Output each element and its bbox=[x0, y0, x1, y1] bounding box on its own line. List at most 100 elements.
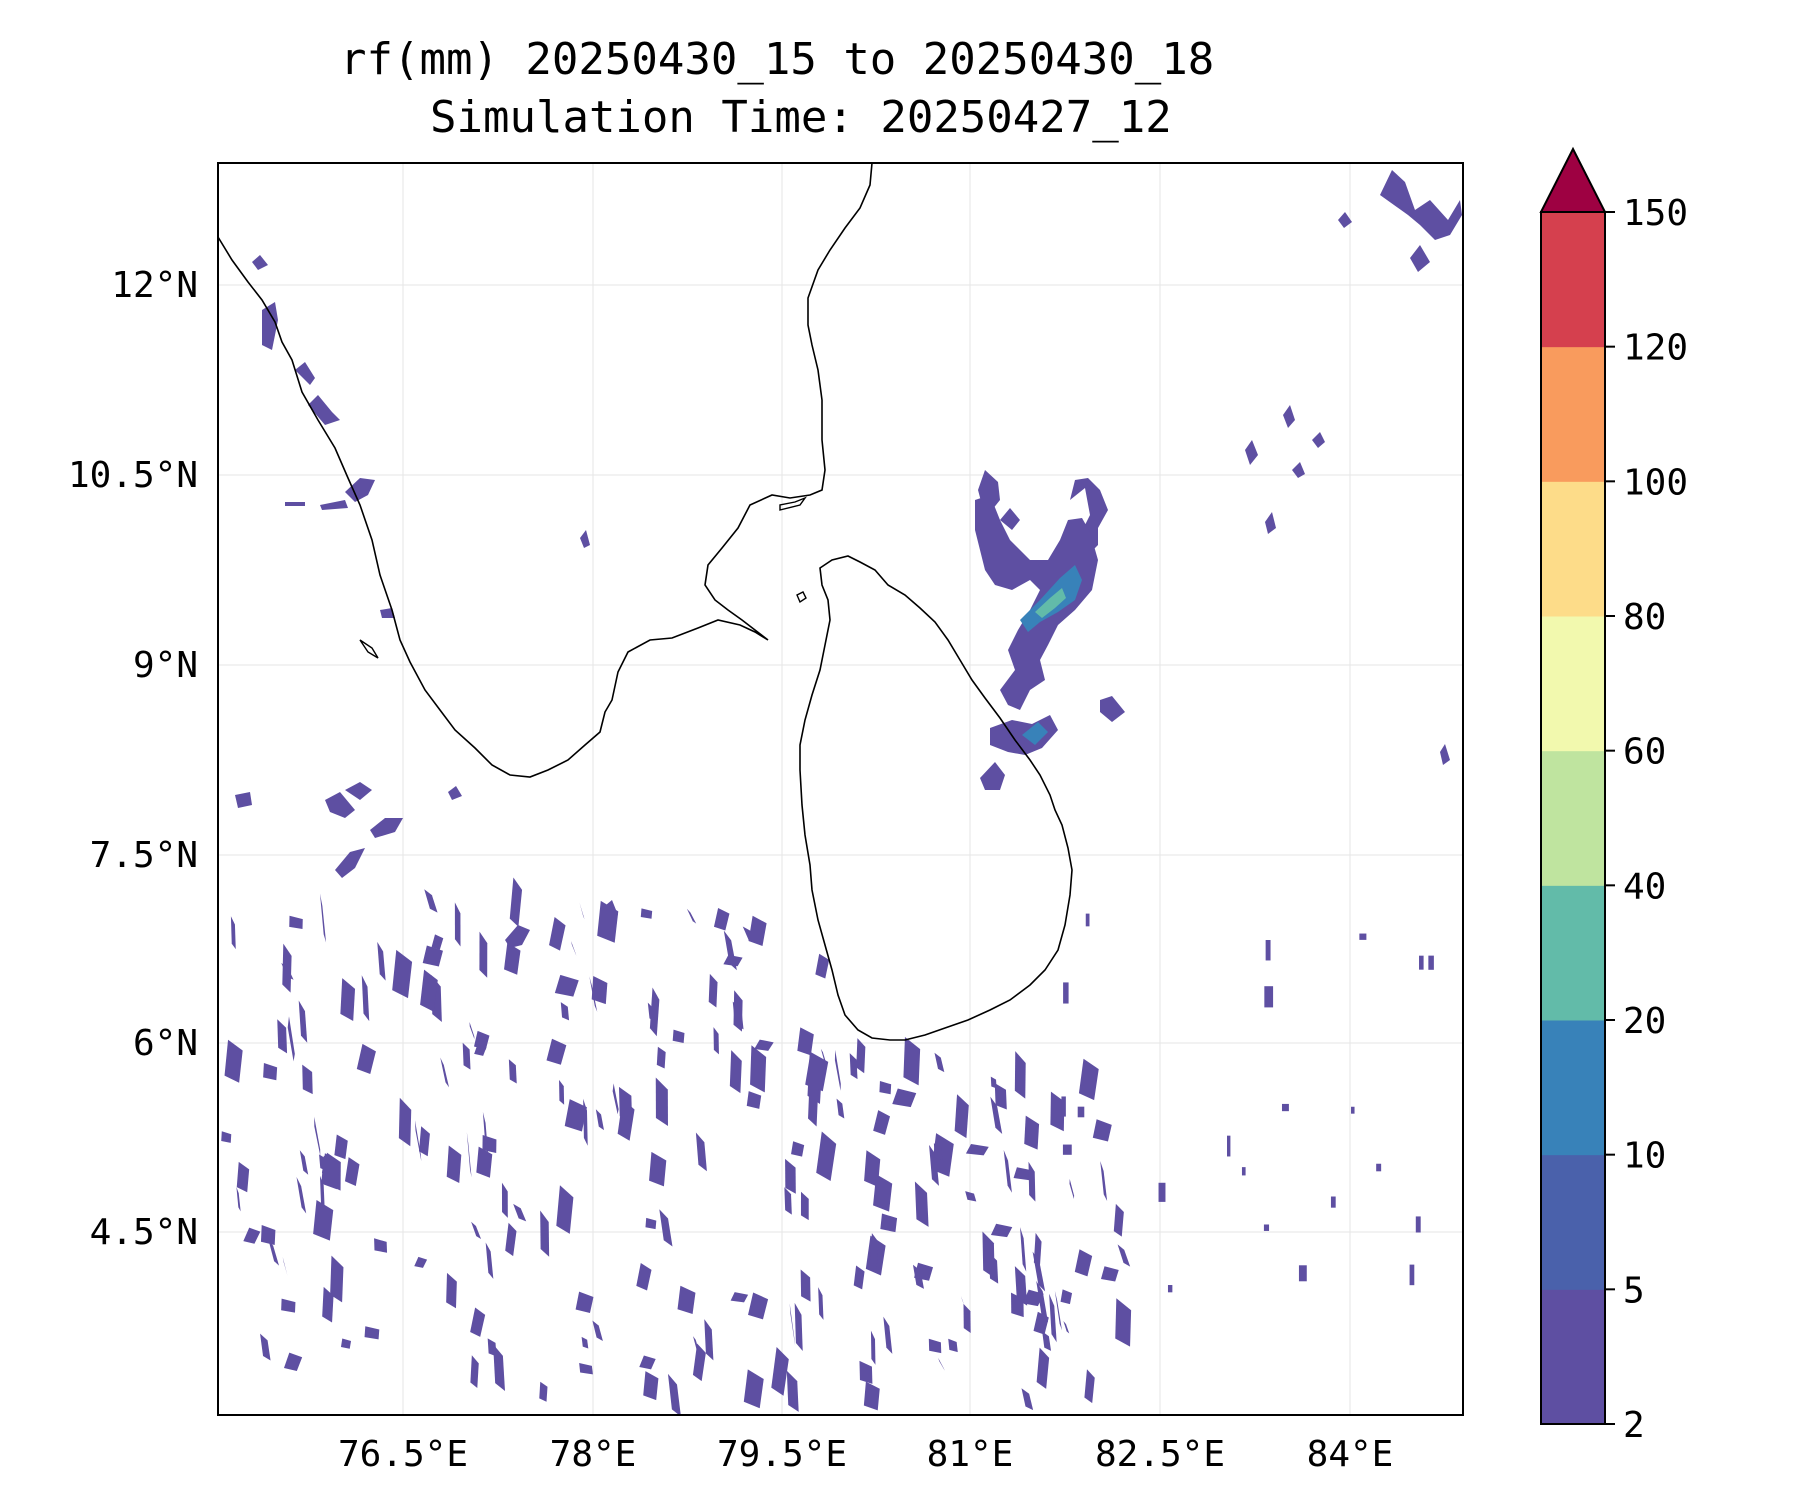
rain-speck bbox=[791, 1141, 805, 1157]
rain-speck bbox=[1011, 1292, 1024, 1318]
colorbar-tick-label: 120 bbox=[1623, 328, 1688, 369]
rain-speck bbox=[260, 1333, 271, 1361]
rain-speck bbox=[883, 1316, 893, 1354]
rain-speck bbox=[1241, 1167, 1246, 1176]
rain-speck bbox=[1063, 982, 1069, 1004]
rain-speck bbox=[1428, 955, 1434, 970]
rain-speck bbox=[708, 973, 718, 1008]
rain-speck bbox=[513, 1203, 527, 1222]
rain-speck bbox=[903, 1037, 921, 1086]
rain-speck bbox=[509, 877, 523, 927]
rain-patch-ne-cluster-main bbox=[975, 495, 1098, 710]
rain-speck bbox=[746, 1091, 762, 1109]
rain-speck bbox=[743, 1369, 764, 1409]
rain-speck bbox=[853, 1265, 865, 1290]
rain-speck bbox=[934, 1052, 945, 1073]
rain-speck bbox=[771, 1347, 789, 1396]
rain-speck bbox=[704, 1319, 714, 1361]
rain-speck bbox=[330, 1255, 344, 1303]
rain-patch-ne-small-4 bbox=[1000, 508, 1020, 530]
rain-speck bbox=[655, 1077, 668, 1127]
rain-speck bbox=[571, 940, 577, 956]
rain-speck bbox=[990, 1076, 997, 1089]
rain-speck bbox=[713, 907, 730, 931]
rainfall-scatter-field bbox=[221, 877, 1434, 1415]
rain-speck bbox=[296, 1177, 307, 1214]
map-title-line-1: rf(mm) 20250430_15 to 20250430_18 bbox=[340, 34, 1215, 85]
colorbar-segment bbox=[1541, 1020, 1605, 1156]
rain-speck bbox=[892, 1088, 917, 1108]
rain-patch-ne-core-inner bbox=[1035, 588, 1066, 618]
rain-patch-wc-3 bbox=[308, 395, 340, 425]
rain-speck bbox=[612, 1083, 619, 1115]
rain-speck bbox=[645, 1217, 657, 1230]
rain-speck bbox=[392, 949, 413, 999]
rain-speck bbox=[1264, 986, 1274, 1008]
rain-speck bbox=[420, 969, 438, 1012]
rain-speck bbox=[595, 1109, 604, 1131]
rain-speck bbox=[575, 1291, 594, 1313]
colorbar-tick-label: 10 bbox=[1623, 1136, 1666, 1177]
rain-speck bbox=[834, 1049, 841, 1091]
rain-speck bbox=[914, 1262, 934, 1281]
rain-speck bbox=[470, 1307, 486, 1337]
rain-patch-w-2 bbox=[325, 792, 355, 818]
rain-speck bbox=[748, 915, 767, 947]
rain-speck bbox=[784, 1187, 792, 1215]
rain-speck bbox=[579, 902, 585, 920]
rain-speck bbox=[1003, 1149, 1012, 1193]
rain-speck bbox=[1014, 1051, 1026, 1099]
rain-speck bbox=[730, 1292, 749, 1303]
rain-speck bbox=[243, 1227, 261, 1244]
lat-tick-label: 7.5°N bbox=[90, 835, 198, 876]
rain-patch-w-4 bbox=[370, 818, 403, 838]
rain-speck bbox=[636, 1263, 652, 1291]
rain-speck bbox=[1021, 1388, 1034, 1411]
coastlines bbox=[218, 163, 1073, 1041]
rain-speck bbox=[849, 1053, 858, 1080]
rain-speck bbox=[260, 1224, 276, 1246]
grid-lines bbox=[218, 163, 1463, 1415]
rain-speck bbox=[639, 1355, 656, 1370]
rain-speck bbox=[592, 1320, 603, 1341]
rain-speck bbox=[334, 1134, 348, 1160]
rain-speck bbox=[948, 1338, 958, 1353]
colorbar-tick-label: 80 bbox=[1623, 597, 1666, 638]
rain-speck bbox=[1084, 1369, 1095, 1404]
rain-patch-e-2 bbox=[1283, 405, 1295, 428]
rain-speck bbox=[1265, 940, 1271, 961]
rain-speck bbox=[591, 975, 608, 1005]
rain-speck bbox=[677, 1285, 696, 1314]
rain-speck bbox=[1036, 1347, 1050, 1389]
rain-speck bbox=[221, 1131, 232, 1143]
rain-speck bbox=[1028, 1161, 1036, 1202]
rain-speck bbox=[640, 908, 653, 919]
rain-speck bbox=[1419, 955, 1424, 970]
rain-speck bbox=[1415, 1216, 1421, 1233]
rain-speck bbox=[990, 1096, 1003, 1134]
rain-speck bbox=[1100, 1161, 1108, 1201]
colorbar-extend-arrow bbox=[1539, 146, 1607, 213]
lat-tick-label: 9°N bbox=[133, 645, 198, 686]
rain-speck bbox=[713, 1027, 719, 1055]
rain-patch-ne-blob-core bbox=[1022, 722, 1048, 745]
rain-speck bbox=[446, 1272, 457, 1309]
rain-speck bbox=[1409, 1264, 1415, 1286]
rain-speck bbox=[1042, 1331, 1052, 1351]
rain-speck bbox=[287, 1016, 295, 1062]
colorbar-frame bbox=[1540, 211, 1606, 1425]
rain-patch-w-5 bbox=[335, 848, 365, 878]
rain-speck bbox=[321, 1155, 340, 1190]
rain-speck bbox=[471, 1221, 482, 1240]
coastline-india-west bbox=[218, 163, 873, 778]
rain-speck bbox=[313, 1199, 334, 1241]
rain-speck bbox=[856, 1038, 866, 1074]
rain-speck bbox=[505, 1222, 517, 1257]
rain-speck bbox=[1077, 1106, 1085, 1118]
rain-patch-e-5 bbox=[1265, 512, 1276, 534]
colorbar-tick-label: 150 bbox=[1623, 193, 1688, 234]
rain-speck bbox=[928, 1338, 942, 1354]
rain-patch-wc-4 bbox=[345, 478, 375, 502]
rain-speck bbox=[794, 1302, 803, 1351]
rain-speck bbox=[1024, 1115, 1040, 1150]
